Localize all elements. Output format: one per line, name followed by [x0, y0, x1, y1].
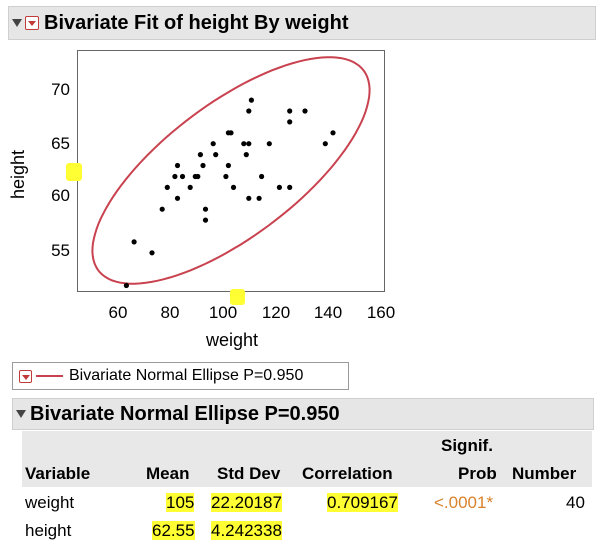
y-axis-highlight-mark — [66, 163, 82, 181]
y-tick-label: 70 — [51, 80, 70, 99]
data-point[interactable] — [287, 108, 293, 114]
stats-table-header-row — [22, 431, 592, 487]
col-header-correlation: Correlation — [302, 464, 393, 483]
data-point[interactable] — [302, 108, 308, 114]
data-point[interactable] — [225, 162, 231, 169]
data-point[interactable] — [179, 173, 186, 180]
data-point[interactable] — [149, 250, 155, 256]
y-tick-label: 60 — [51, 186, 70, 205]
data-points — [123, 97, 336, 289]
col-header-number: Number — [512, 464, 577, 483]
data-point[interactable] — [197, 152, 203, 158]
data-point[interactable] — [330, 130, 336, 136]
data-point[interactable] — [202, 217, 209, 223]
highlighted-value: 62.55 — [152, 521, 195, 540]
data-point[interactable] — [228, 130, 234, 136]
data-point[interactable] — [131, 239, 137, 245]
legend-line-swatch — [36, 375, 63, 377]
data-point[interactable] — [287, 119, 293, 125]
cell-std-dev: 22.20187 — [211, 493, 282, 513]
x-tick-label: 120 — [261, 303, 291, 322]
data-point[interactable] — [322, 141, 328, 147]
data-point[interactable] — [256, 195, 262, 201]
data-point[interactable] — [159, 206, 165, 212]
report-header: Bivariate Fit of height By weight — [8, 6, 596, 40]
collapse-triangle-icon[interactable] — [16, 410, 26, 418]
legend-menu-icon[interactable] — [19, 369, 32, 383]
data-point[interactable] — [123, 282, 129, 289]
collapse-triangle-icon[interactable] — [12, 19, 22, 27]
table-title: Bivariate Normal Ellipse P=0.950 — [30, 402, 340, 425]
legend-box: Bivariate Normal Ellipse P=0.950 — [12, 362, 349, 390]
x-tick-label: 100 — [208, 303, 238, 322]
col-header-prob: Prob — [458, 464, 497, 483]
col-header-signif: Signif. — [441, 436, 493, 455]
data-point[interactable] — [210, 141, 216, 147]
report-title: Bivariate Fit of height By weight — [44, 11, 349, 34]
data-point[interactable] — [187, 184, 193, 190]
plot-svg — [91, 56, 371, 289]
x-axis-label: weight — [206, 330, 259, 350]
data-point[interactable] — [213, 152, 219, 158]
cell-correlation: 0.709167 — [327, 493, 398, 513]
x-tick-label: 80 — [160, 303, 180, 322]
data-point[interactable] — [200, 162, 206, 169]
y-tick-label: 65 — [51, 134, 70, 153]
cell-variable: height — [25, 521, 72, 540]
y-tick-label: 55 — [51, 241, 70, 260]
data-point[interactable] — [174, 162, 181, 169]
data-point[interactable] — [195, 173, 201, 180]
plot-frame[interactable] — [77, 50, 385, 292]
data-point[interactable] — [266, 141, 272, 147]
x-axis-highlight-mark — [230, 289, 245, 305]
data-point[interactable] — [172, 173, 178, 180]
red-triangle-menu-icon[interactable] — [25, 16, 39, 30]
data-point[interactable] — [248, 97, 254, 103]
data-point[interactable] — [174, 195, 181, 201]
col-header-std-dev: Std Dev — [217, 464, 281, 483]
cell-mean: 105 — [166, 493, 195, 513]
cell-number: 40 — [566, 493, 585, 512]
data-point[interactable] — [243, 152, 249, 158]
x-tick-label: 140 — [313, 303, 343, 322]
x-tick-label: 160 — [366, 303, 396, 322]
legend-label[interactable]: Bivariate Normal Ellipse P=0.950 — [69, 367, 304, 384]
cell-signif-prob: <.0001* — [434, 493, 494, 512]
data-point[interactable] — [246, 195, 252, 201]
data-point[interactable] — [259, 173, 265, 180]
data-point[interactable] — [164, 184, 170, 190]
data-point[interactable] — [230, 184, 237, 190]
x-tick-label: 60 — [108, 303, 128, 322]
table-header: Bivariate Normal Ellipse P=0.950 — [12, 398, 594, 430]
cell-std-dev: 4.242338 — [211, 521, 282, 541]
col-header-mean: Mean — [146, 464, 190, 483]
data-point[interactable] — [276, 184, 282, 190]
data-point[interactable] — [202, 206, 209, 212]
data-point[interactable] — [287, 184, 293, 190]
data-point[interactable] — [246, 141, 252, 147]
cell-mean: 62.55 — [152, 521, 195, 541]
highlighted-value: 0.709167 — [327, 493, 398, 512]
data-point[interactable] — [241, 141, 247, 147]
highlighted-value: 4.242338 — [211, 521, 282, 540]
data-point[interactable] — [246, 108, 252, 114]
highlighted-value: 105 — [166, 493, 195, 512]
col-header-variable: Variable — [25, 464, 91, 483]
data-point[interactable] — [223, 173, 229, 180]
highlighted-value: 22.20187 — [211, 493, 282, 512]
density-ellipse — [91, 56, 371, 285]
cell-variable: weight — [25, 493, 75, 512]
y-axis-label: height — [8, 149, 29, 200]
